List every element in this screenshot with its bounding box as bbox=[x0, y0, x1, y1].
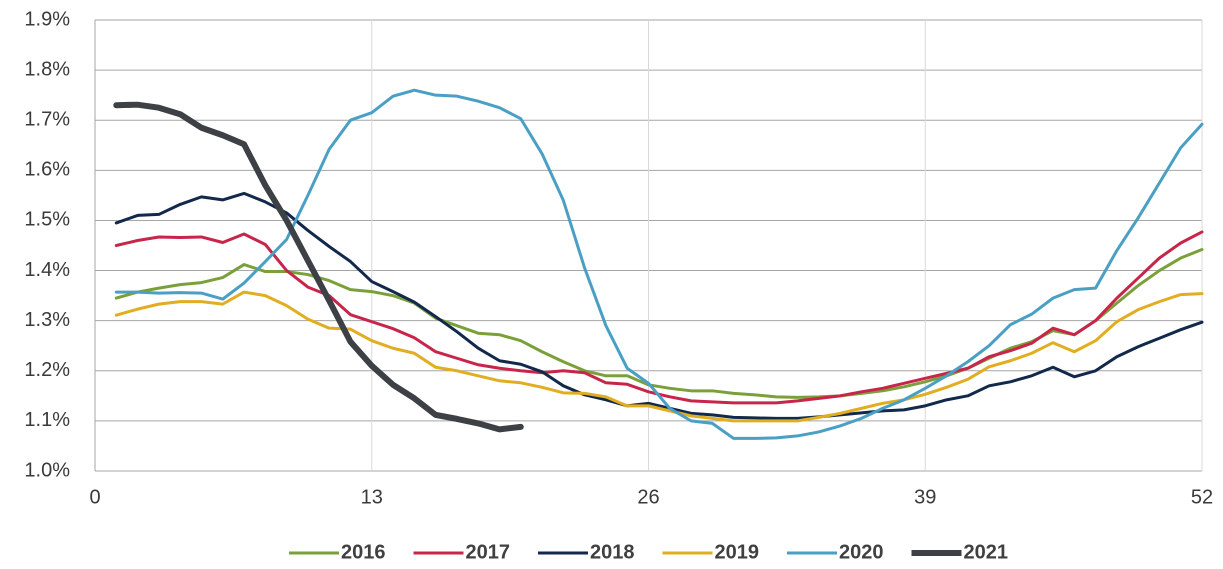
x-tick-label: 52 bbox=[1191, 486, 1213, 508]
y-tick-label: 1.4% bbox=[24, 259, 70, 281]
series-line bbox=[114, 290, 1204, 423]
series-line bbox=[113, 101, 524, 433]
y-tick-label: 1.3% bbox=[24, 309, 70, 331]
legend: 2016 2017 2018 2019 2020 2021 bbox=[289, 541, 1008, 563]
series-line bbox=[114, 88, 1204, 440]
y-tick-label: 1.2% bbox=[24, 359, 70, 381]
y-tick-label: 1.7% bbox=[24, 109, 70, 131]
x-tick-label: 26 bbox=[637, 486, 659, 508]
y-tick-label: 1.0% bbox=[24, 459, 70, 481]
x-tick-label: 0 bbox=[89, 486, 100, 508]
y-tick-label: 1.1% bbox=[24, 409, 70, 431]
series-line bbox=[114, 230, 1204, 405]
series-line bbox=[114, 191, 1204, 420]
y-tick-label: 1.9% bbox=[24, 8, 70, 30]
legend-label: 2021 bbox=[964, 541, 1009, 563]
legend-label: 2017 bbox=[466, 541, 511, 563]
x-tick-label: 13 bbox=[361, 486, 383, 508]
legend-label: 2018 bbox=[590, 541, 635, 563]
y-tick-label: 1.8% bbox=[24, 58, 70, 80]
legend-label: 2020 bbox=[839, 541, 884, 563]
y-tick-label: 1.5% bbox=[24, 209, 70, 231]
series-line bbox=[114, 248, 1204, 399]
x-tick-label: 39 bbox=[914, 486, 936, 508]
y-tick-label: 1.6% bbox=[24, 159, 70, 181]
legend-label: 2016 bbox=[341, 541, 386, 563]
legend-label: 2019 bbox=[715, 541, 760, 563]
